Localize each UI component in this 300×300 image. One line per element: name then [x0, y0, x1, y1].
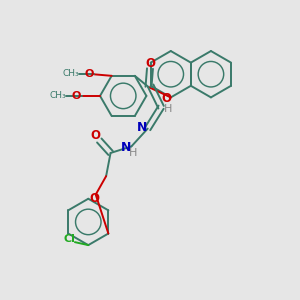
Text: O: O — [91, 129, 101, 142]
Text: O: O — [145, 57, 155, 70]
Text: H: H — [129, 148, 137, 158]
Text: CH₃: CH₃ — [50, 92, 66, 100]
Text: CH₃: CH₃ — [63, 69, 79, 78]
Text: Cl: Cl — [63, 234, 75, 244]
Text: O: O — [84, 69, 94, 79]
Text: O: O — [89, 192, 99, 205]
Text: H: H — [164, 104, 172, 114]
Text: N: N — [137, 121, 148, 134]
Text: N: N — [121, 140, 131, 154]
Text: O: O — [72, 91, 81, 101]
Text: O: O — [161, 92, 171, 105]
